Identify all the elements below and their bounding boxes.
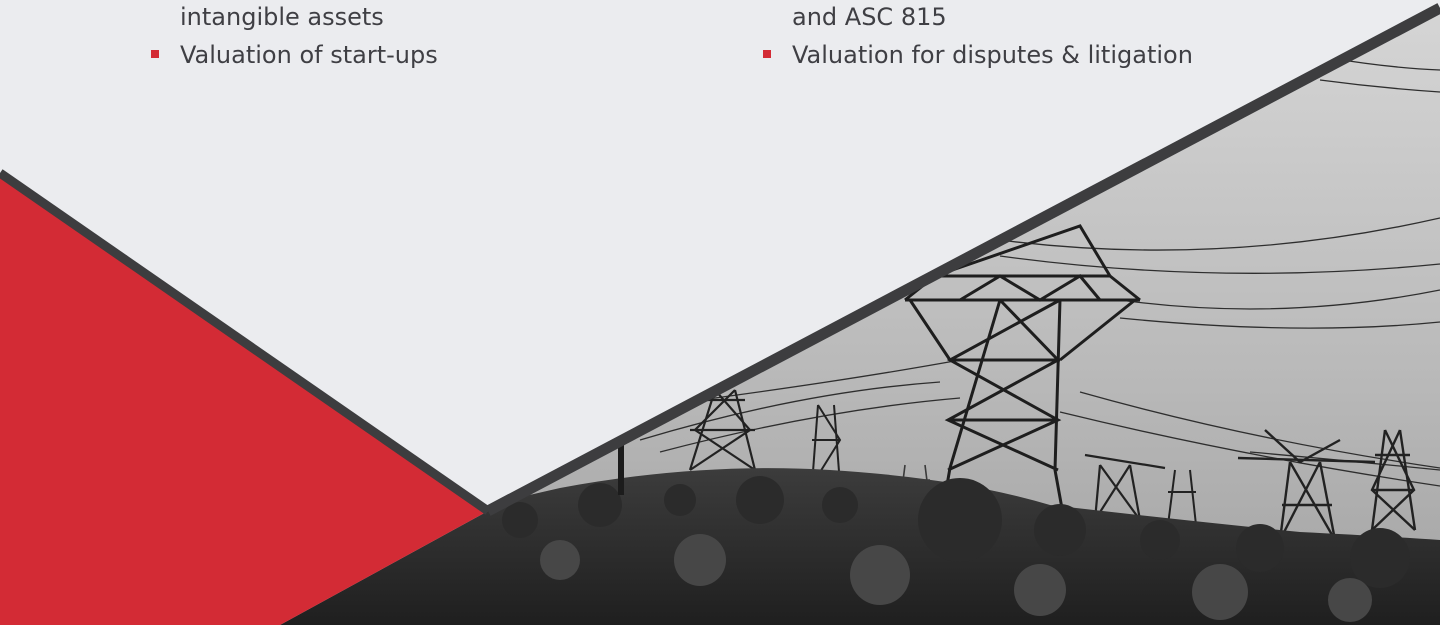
red-triangle-accent: [0, 173, 488, 625]
bullet-marker: [763, 50, 771, 58]
right-bullet-item: Valuation for disputes & litigation: [792, 41, 1193, 69]
diagonal-divider-line: [485, 3, 1440, 516]
red-triangle-edge: [0, 169, 491, 515]
right-continued-line: and ASC 815: [792, 3, 947, 31]
bullet-marker: [151, 50, 159, 58]
left-continued-line: intangible assets: [180, 3, 384, 31]
left-bullet-item: Valuation of start-ups: [180, 41, 438, 69]
